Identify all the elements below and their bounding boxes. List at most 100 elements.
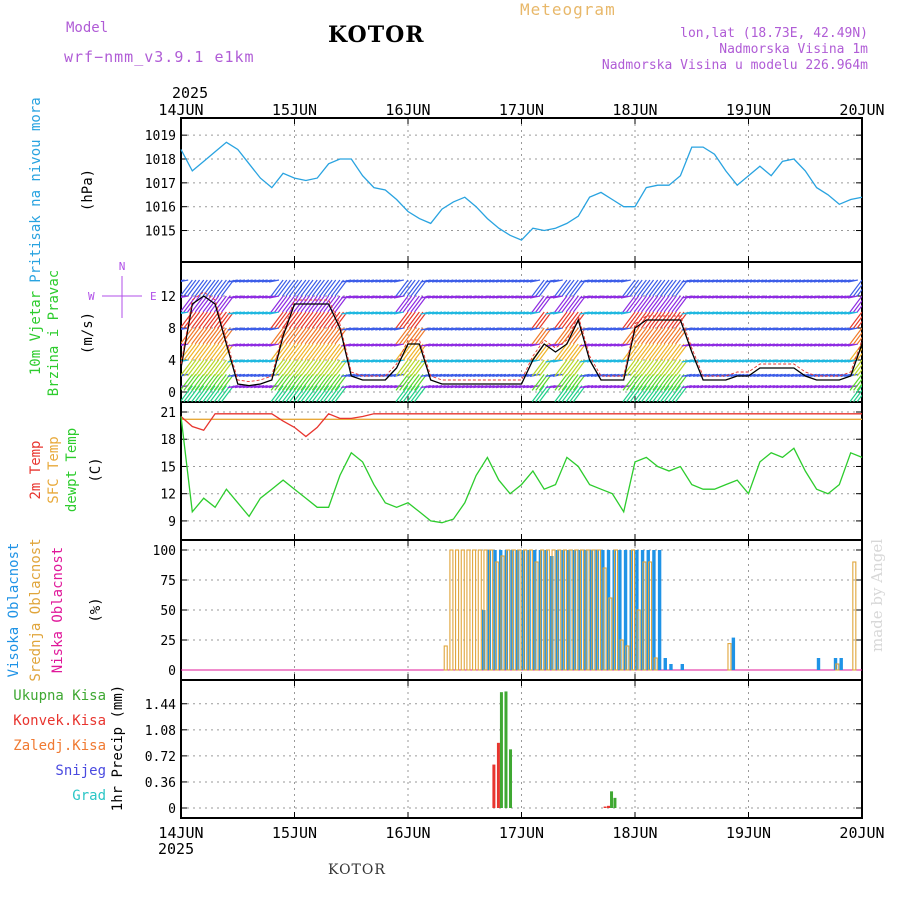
wind-speed-line: [180, 295, 863, 387]
wind-barb: [645, 327, 659, 345]
wind-barb: [844, 373, 855, 377]
wind-barb: [270, 385, 284, 402]
wind-barb: [227, 385, 238, 389]
wind-barb: [730, 311, 741, 315]
wind-barb: [469, 327, 480, 331]
wind-barb: [522, 295, 533, 299]
wind-barb: [181, 311, 189, 315]
wind-barb: [692, 311, 704, 315]
wind-barb: [386, 295, 397, 299]
wind-barb: [420, 343, 431, 347]
wind-barb: [296, 311, 310, 329]
wind-barb: [772, 373, 783, 377]
tick-label-y: 1019: [145, 129, 176, 144]
wind-barb: [745, 327, 756, 331]
wind-barb: [359, 327, 370, 331]
wind-barb: [772, 343, 783, 347]
wind-barb: [327, 374, 341, 391]
wind-barb: [289, 359, 303, 377]
wind-barb: [561, 279, 575, 297]
wind-barb: [363, 359, 375, 363]
wind-barb: [331, 374, 344, 391]
wind-barb: [626, 279, 640, 297]
wind-barb: [856, 336, 862, 345]
wind-barb: [518, 359, 529, 363]
wind-barb: [402, 279, 416, 297]
wind-barb: [443, 343, 454, 347]
wind-barb: [836, 343, 847, 347]
wind-barb: [503, 311, 514, 315]
wind-barb: [802, 385, 813, 389]
wind-barb: [605, 327, 617, 331]
wind-barb: [253, 385, 265, 389]
wind-barb: [406, 343, 420, 361]
wind-barb: [500, 311, 511, 315]
wind-barb: [741, 311, 753, 315]
wind-barb: [535, 385, 549, 402]
wind-barb: [768, 385, 779, 389]
wind-barb: [194, 279, 208, 297]
wind-barb: [282, 327, 295, 345]
wind-barb: [277, 295, 291, 313]
wind-barb: [526, 279, 537, 283]
wind-barb: [829, 279, 840, 283]
wind-barb: [802, 343, 813, 347]
tick-label-y: 1017: [145, 177, 176, 192]
wind-barb: [734, 327, 745, 331]
wind-barb: [704, 359, 715, 363]
tick-label-x-top: 19JUN: [726, 101, 771, 119]
wind-barb: [304, 385, 318, 402]
wind-barb: [187, 311, 201, 329]
wind-barb: [514, 385, 526, 389]
wind-barb: [558, 311, 571, 329]
wind-barb: [424, 311, 435, 315]
wind-barb: [719, 327, 730, 331]
wind-barb: [424, 279, 435, 283]
wind-barb: [518, 373, 529, 377]
wind-barb: [480, 295, 492, 299]
wind-barb: [761, 385, 772, 389]
wind-barb: [753, 385, 764, 389]
wind-barb: [406, 385, 420, 402]
wind-barb: [181, 374, 182, 376]
wind-barb: [285, 295, 299, 313]
wind-barb: [341, 359, 352, 363]
tick-label-y: 21: [160, 406, 176, 421]
wind-barb: [191, 374, 205, 391]
wind-barb: [395, 374, 409, 391]
wind-barb: [772, 311, 783, 315]
wind-barb: [334, 327, 348, 345]
wind-barb: [221, 295, 235, 313]
wind-barb: [435, 373, 446, 377]
wind-barb: [776, 343, 787, 347]
wind-barb: [395, 385, 409, 402]
wind-barb: [390, 385, 401, 389]
wind-barb: [711, 279, 722, 283]
wind-barb: [569, 343, 583, 361]
wind-barb: [633, 295, 647, 313]
wind-barb: [836, 385, 847, 389]
wind-barb: [461, 311, 473, 315]
wind-barb: [514, 295, 526, 299]
wind-barb: [446, 385, 458, 389]
wind-barb: [227, 343, 238, 347]
wind-barb: [761, 343, 772, 347]
wind-barb: [181, 295, 189, 299]
wind-barb: [579, 373, 590, 377]
wind-barb: [617, 279, 628, 283]
wind-barb: [832, 279, 844, 283]
wind-barb: [776, 373, 787, 377]
wind-barb: [844, 343, 855, 347]
wind-barb: [348, 295, 359, 299]
wind-barb: [359, 343, 370, 347]
wind-barb: [378, 385, 390, 389]
wind-barb: [813, 385, 824, 389]
wind-barb: [667, 327, 681, 345]
tick-label-y: 0.72: [145, 750, 176, 765]
cloud-mid-bar: [534, 561, 539, 671]
wind-barb: [853, 299, 862, 313]
wind-barb: [594, 373, 605, 377]
wind-barb: [832, 343, 844, 347]
wind-barb: [813, 343, 824, 347]
wind-barb: [469, 295, 480, 299]
